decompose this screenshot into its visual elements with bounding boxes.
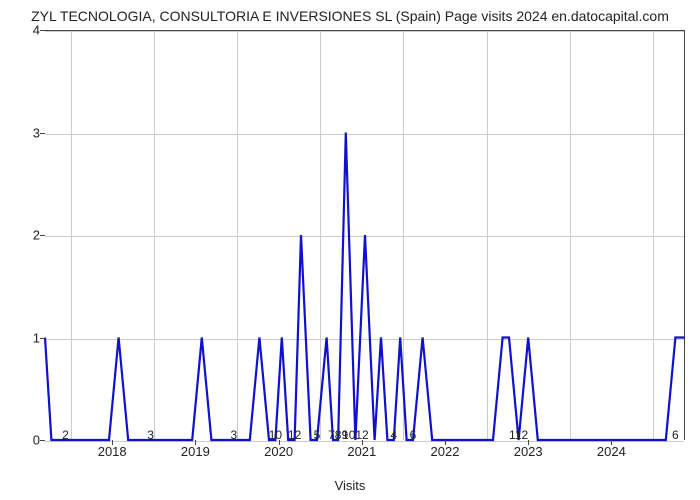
x-tick-label: 2020	[264, 444, 293, 459]
x-tick-label: 2019	[181, 444, 210, 459]
x-tick-mark	[611, 440, 612, 445]
y-tick-mark	[40, 440, 45, 441]
data-label: 3	[147, 428, 154, 442]
x-tick-label: 2023	[514, 444, 543, 459]
chart-title: ZYL TECNOLOGIA, CONSULTORIA E INVERSIONE…	[31, 8, 669, 24]
data-label: 112	[509, 428, 528, 442]
y-tick-label: 4	[33, 23, 40, 38]
data-label: 12	[288, 428, 301, 442]
data-label: 6	[410, 428, 417, 442]
x-tick-mark	[195, 440, 196, 445]
data-label: 3	[230, 428, 237, 442]
x-tick-label: 2022	[431, 444, 460, 459]
y-tick-label: 0	[33, 433, 40, 448]
data-label: 2	[62, 428, 69, 442]
x-tick-label: 2018	[98, 444, 127, 459]
y-tick-mark	[40, 30, 45, 31]
x-tick-mark	[112, 440, 113, 445]
chart-line	[45, 30, 685, 440]
y-tick-label: 3	[33, 125, 40, 140]
y-tick-label: 2	[33, 228, 40, 243]
chart-container: ZYL TECNOLOGIA, CONSULTORIA E INVERSIONE…	[0, 0, 700, 500]
x-tick-label: 2021	[347, 444, 376, 459]
data-label: 5	[314, 428, 321, 442]
y-tick-mark	[40, 338, 45, 339]
x-tick-label: 2024	[597, 444, 626, 459]
data-label: 4	[390, 428, 397, 442]
y-tick-mark	[40, 235, 45, 236]
y-tick-mark	[40, 133, 45, 134]
data-label: 6	[672, 428, 679, 442]
x-tick-mark	[528, 440, 529, 445]
y-tick-label: 1	[33, 330, 40, 345]
data-label: 1012	[342, 428, 369, 442]
data-label: 10	[269, 428, 282, 442]
x-axis-title: Visits	[335, 478, 366, 493]
x-tick-mark	[445, 440, 446, 445]
